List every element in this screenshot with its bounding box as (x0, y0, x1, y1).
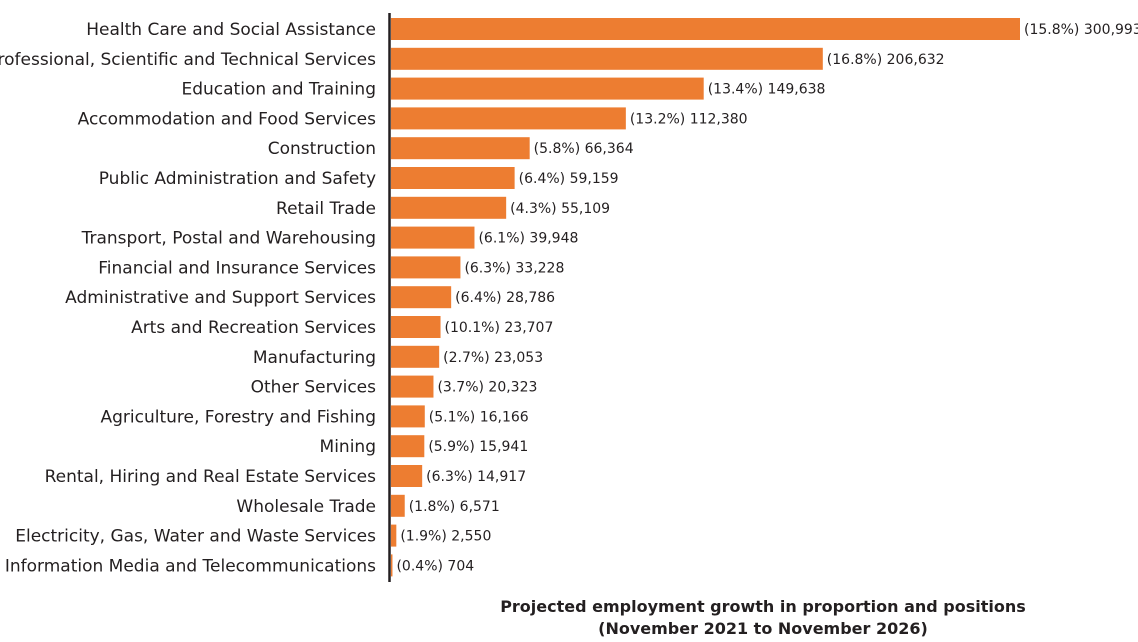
bar (391, 167, 515, 189)
bar (391, 405, 425, 428)
bar (391, 465, 423, 487)
category-label: Accommodation and Food Services (78, 109, 377, 129)
data-label: (3.7%) 20,323 (437, 380, 537, 396)
data-label: (13.2%) 112,380 (630, 111, 748, 127)
category-label: Health Care and Social Assistance (86, 20, 376, 40)
category-label: Wholesale Trade (236, 497, 376, 517)
bar (391, 77, 704, 100)
bar (391, 47, 823, 70)
bar (391, 107, 626, 130)
category-label: Agriculture, Forestry and Fishing (101, 407, 377, 427)
data-label: (4.3%) 55,109 (510, 201, 610, 217)
category-label: Other Services (251, 378, 377, 398)
category-label: Mining (320, 437, 376, 457)
category-label: Arts and Recreation Services (131, 318, 376, 338)
data-label: (16.8%) 206,632 (827, 52, 945, 68)
bar (391, 286, 452, 309)
bar (391, 18, 1020, 40)
data-label: (5.8%) 66,364 (534, 141, 634, 157)
bar (391, 375, 434, 398)
data-label: (0.4%) 704 (396, 558, 474, 574)
category-label: Retail Trade (276, 199, 376, 219)
data-label: (10.1%) 23,707 (445, 320, 554, 336)
category-label: Professional, Scientific and Technical S… (0, 50, 376, 70)
category-label: Information Media and Telecommunications (5, 556, 376, 576)
category-label: Construction (268, 139, 376, 159)
bar (391, 137, 530, 160)
data-label: (1.8%) 6,571 (409, 499, 500, 515)
data-label: (1.9%) 2,550 (400, 529, 491, 545)
data-label: (15.8%) 300,993 (1024, 22, 1138, 38)
category-label: Financial and Insurance Services (98, 258, 376, 278)
bar (391, 226, 475, 249)
data-label: (2.7%) 23,053 (443, 350, 543, 366)
data-label: (6.1%) 39,948 (478, 231, 578, 247)
chart-subtitle: (November 2021 to November 2026) (598, 619, 928, 638)
data-label: (6.4%) 59,159 (519, 171, 619, 187)
data-label: (5.9%) 15,941 (428, 439, 528, 455)
bar (391, 435, 425, 458)
data-label: (6.3%) 14,917 (426, 469, 526, 485)
category-label: Public Administration and Safety (99, 169, 376, 189)
category-label: Transport, Postal and Warehousing (81, 229, 376, 249)
bar (391, 196, 507, 219)
bar (391, 256, 461, 279)
chart-title: Projected employment growth in proportio… (500, 597, 1026, 616)
bar (391, 345, 440, 368)
category-label: Education and Training (181, 80, 376, 100)
bar (391, 554, 393, 577)
category-label: Administrative and Support Services (65, 288, 376, 308)
category-label: Manufacturing (253, 348, 376, 368)
bar (391, 316, 441, 338)
category-label: Electricity, Gas, Water and Waste Servic… (15, 527, 376, 547)
data-label: (5.1%) 16,166 (429, 409, 529, 425)
bar (391, 524, 397, 547)
data-label: (6.4%) 28,786 (455, 290, 555, 306)
data-label: (13.4%) 149,638 (708, 82, 826, 98)
bars-group: Health Care and Social Assistance (15.8%)… (0, 18, 1138, 577)
bar (391, 494, 405, 517)
category-label: Rental, Hiring and Real Estate Services (45, 467, 377, 487)
data-label: (6.3%) 33,228 (464, 260, 564, 276)
